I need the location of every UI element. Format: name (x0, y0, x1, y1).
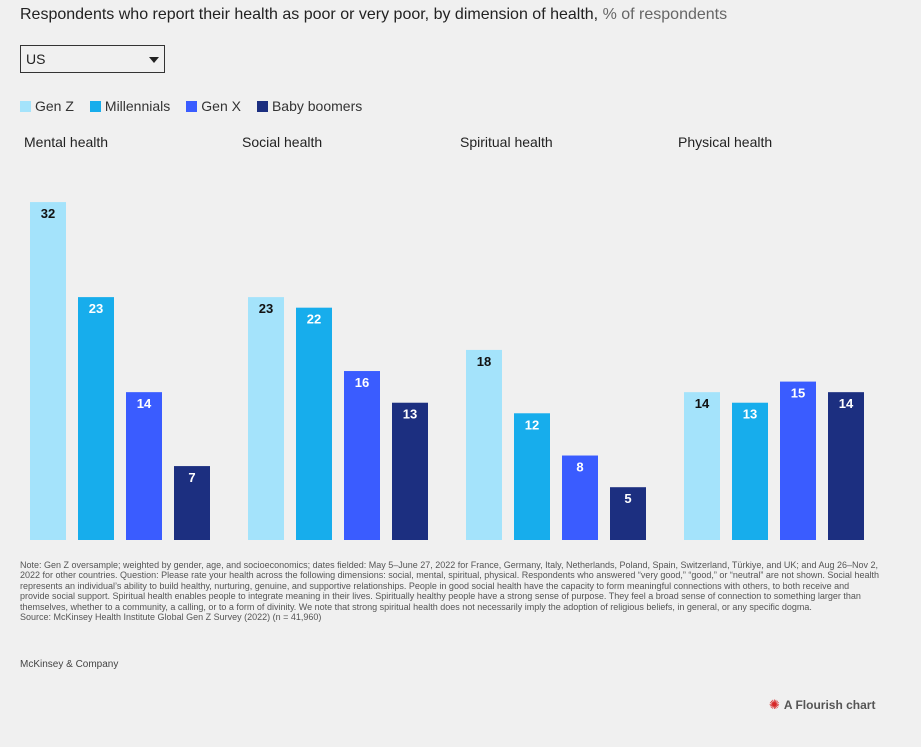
bar-spiritual-health-baby-boomers[interactable] (610, 487, 646, 540)
facet-title-spiritual-health: Spiritual health (460, 134, 553, 150)
data-label-social-health-millennials: 22 (307, 312, 321, 327)
bar-social-health-millennials[interactable] (296, 307, 332, 540)
data-label-mental-health-gen-x: 14 (137, 396, 152, 411)
country-select[interactable]: US (20, 45, 165, 73)
data-label-mental-health-millennials: 23 (89, 301, 103, 316)
chevron-down-icon (149, 57, 159, 63)
bar-mental-health-gen-x[interactable] (126, 392, 162, 540)
data-label-social-health-gen-x: 16 (355, 375, 369, 390)
flourish-credit-label: A Flourish chart (783, 698, 876, 712)
legend-swatch-gen-z (20, 100, 31, 112)
legend-item-gen-x[interactable]: Gen X (186, 98, 241, 114)
legend: Gen Z Millennials Gen X Baby boomers (20, 98, 362, 114)
data-label-physical-health-gen-z: 14 (695, 396, 710, 411)
facet-title-physical-health: Physical health (678, 134, 773, 150)
facet-title-mental-health: Mental health (24, 134, 109, 150)
bar-physical-health-millennials[interactable] (732, 402, 768, 540)
data-label-spiritual-health-gen-x: 8 (576, 460, 583, 475)
data-label-spiritual-health-gen-z: 18 (477, 354, 491, 369)
data-label-spiritual-health-baby-boomers: 5 (624, 491, 631, 506)
legend-item-baby-boomers[interactable]: Baby boomers (256, 98, 363, 114)
bar-chart: 32 23 14 7 23 22 16 13 18 12 8 5 14 13 15 14 (30, 202, 864, 540)
legend-label-gen-z: Gen Z (35, 98, 74, 114)
brand-name: McKinsey & Company (20, 659, 119, 670)
country-select-value: US (26, 51, 46, 67)
legend-swatch-gen-x (186, 100, 198, 112)
bar-social-health-gen-x[interactable] (344, 371, 380, 540)
bar-physical-health-gen-x[interactable] (780, 381, 816, 540)
data-label-social-health-baby-boomers: 13 (403, 407, 417, 422)
legend-item-gen-z[interactable]: Gen Z (20, 98, 74, 114)
bar-social-health-gen-z[interactable] (248, 297, 284, 540)
legend-swatch-baby-boomers (256, 100, 268, 112)
chart-title: Respondents who report their health as p… (20, 6, 727, 24)
chart-title-main: Respondents who report their health as p… (20, 6, 599, 23)
footnote-note: Note: Gen Z oversample; weighted by gend… (20, 560, 879, 612)
data-label-spiritual-health-millennials: 12 (525, 417, 539, 432)
bar-spiritual-health-gen-z[interactable] (466, 349, 502, 540)
bar-mental-health-millennials[interactable] (78, 297, 114, 540)
bar-physical-health-gen-z[interactable] (684, 392, 720, 540)
bar-physical-health-baby-boomers[interactable] (828, 392, 864, 540)
data-label-social-health-gen-z: 23 (259, 301, 273, 316)
flourish-logo-icon: ✺ (769, 697, 780, 712)
bar-spiritual-health-gen-x[interactable] (562, 455, 598, 540)
data-label-mental-health-baby-boomers: 7 (188, 470, 195, 485)
legend-item-millennials[interactable]: Millennials (89, 98, 171, 114)
chart-title-unit: % of respondents (602, 6, 728, 23)
data-label-physical-health-millennials: 13 (743, 407, 757, 422)
legend-label-baby-boomers: Baby boomers (271, 98, 363, 114)
data-label-mental-health-gen-z: 32 (41, 206, 55, 221)
data-label-physical-health-baby-boomers: 14 (839, 396, 854, 411)
bar-mental-health-gen-z[interactable] (30, 202, 66, 540)
facet-title-social-health: Social health (242, 134, 323, 150)
data-label-physical-health-gen-x: 15 (791, 386, 805, 401)
bar-social-health-baby-boomers[interactable] (392, 402, 428, 540)
bar-spiritual-health-millennials[interactable] (514, 413, 550, 540)
legend-swatch-millennials (89, 100, 101, 112)
footnote: Note: Gen Z oversample; weighted by gend… (20, 560, 880, 622)
bar-mental-health-baby-boomers[interactable] (174, 466, 210, 540)
legend-label-gen-x: Gen X (201, 98, 241, 114)
footnote-source: Source: McKinsey Health Institute Global… (20, 612, 322, 623)
flourish-credit-link[interactable]: ✺ A Flourish chart (769, 697, 875, 713)
legend-label-millennials: Millennials (104, 98, 171, 114)
